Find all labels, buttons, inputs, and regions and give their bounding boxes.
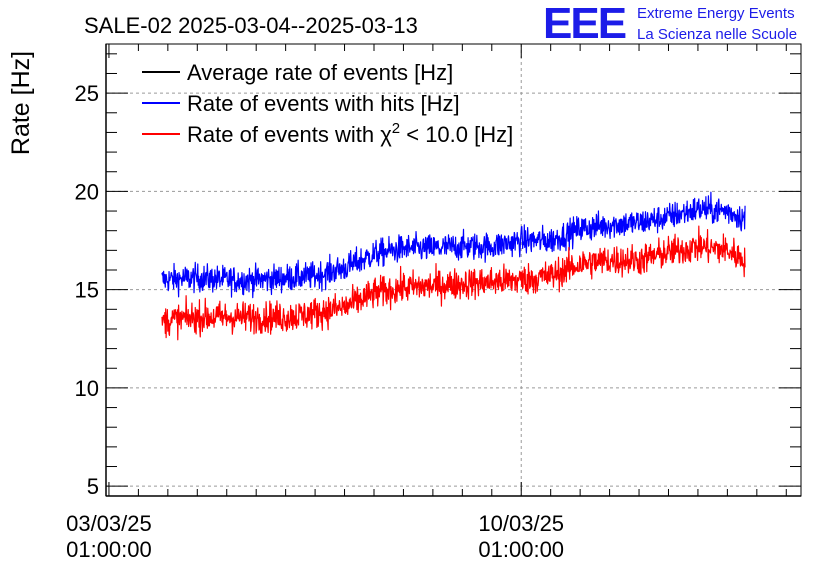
legend-label-superscript: 2 <box>392 120 400 137</box>
legend-label-prefix: Rate of events with <box>187 122 380 147</box>
y-tick-label: 5 <box>87 474 99 499</box>
logo-line-1: Extreme Energy Events <box>637 5 795 22</box>
series-line-1 <box>161 225 746 341</box>
logo-line-2: La Scienza nelle Scuole <box>637 26 798 43</box>
legend-label-chi: χ <box>380 122 392 147</box>
y-tick-label: 20 <box>75 179 99 204</box>
x-tick-label-time: 01:00:00 <box>66 537 152 562</box>
grid-lines <box>106 44 801 496</box>
y-axis-label: Rate [Hz] <box>7 51 35 155</box>
y-tick-label: 15 <box>75 278 99 303</box>
chart-title: SALE-02 2025-03-04--2025-03-13 <box>84 13 418 38</box>
axes: 51015202503/03/2501:00:0010/03/2501:00:0… <box>66 44 801 562</box>
x-tick-label-date: 10/03/25 <box>478 511 564 536</box>
x-tick-label-date: 03/03/25 <box>66 511 152 536</box>
legend-label-suffix: < 10.0 [Hz] <box>400 122 513 147</box>
x-tick-label-time: 01:00:00 <box>478 537 564 562</box>
legend-label-1: Rate of events with hits [Hz] <box>187 91 460 116</box>
y-tick-label: 25 <box>75 81 99 106</box>
logo-letters: EEE <box>543 0 627 48</box>
series-layer <box>161 191 746 341</box>
legend-label-2: Rate of events with χ2 < 10.0 [Hz] <box>187 120 513 147</box>
legend: Average rate of events [Hz] Rate of event… <box>142 60 513 147</box>
y-tick-label: 10 <box>75 376 99 401</box>
series-line-0 <box>161 191 746 299</box>
legend-label-0: Average rate of events [Hz] <box>187 60 453 85</box>
